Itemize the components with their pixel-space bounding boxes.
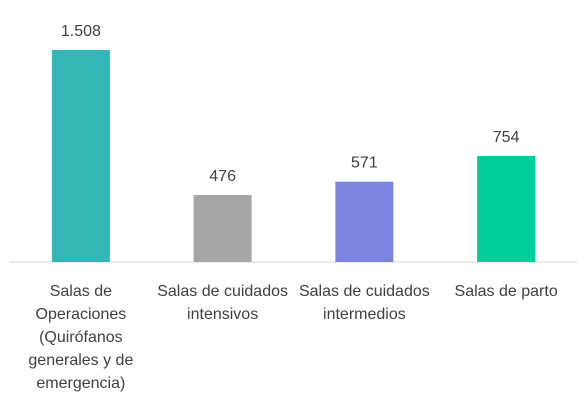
x-tick-label: Salas de Operaciones (Quirófanos general…: [28, 283, 134, 392]
bar: [51, 50, 110, 262]
x-tick-label: Salas de cuidados intermedios: [298, 283, 430, 323]
data-label: 1.508: [61, 23, 101, 40]
bar: [335, 181, 394, 262]
data-label: 476: [209, 168, 236, 185]
bar: [193, 195, 252, 262]
data-label: 571: [351, 155, 378, 172]
bar: [477, 156, 536, 262]
x-tick-label: Salas de cuidados intensivos: [157, 283, 288, 323]
x-tick-label: Salas de parto: [454, 283, 558, 300]
data-label: 754: [493, 129, 520, 146]
